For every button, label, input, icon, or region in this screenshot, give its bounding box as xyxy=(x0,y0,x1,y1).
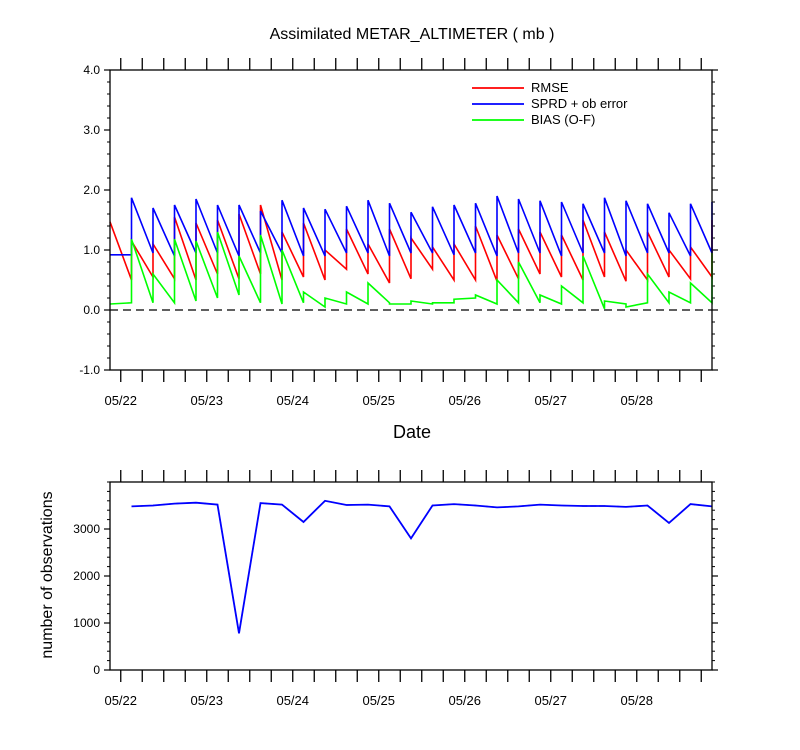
top-ytick-label: 4.0 xyxy=(83,63,100,77)
spread-series-line xyxy=(110,195,713,257)
bias-series-line xyxy=(109,231,713,310)
bottom-x-tick-labels: 05/22 05/23 05/24 05/25 05/26 05/27 05/28 xyxy=(104,693,653,708)
bottom-xtick-label: 05/27 xyxy=(534,693,567,708)
legend-spread-label: SPRD + ob error xyxy=(531,96,628,111)
top-xtick-label: 05/23 xyxy=(190,393,223,408)
bottom-xtick-label: 05/24 xyxy=(276,693,309,708)
bottom-xtick-label: 05/28 xyxy=(620,693,653,708)
top-xtick-label: 05/25 xyxy=(362,393,395,408)
bottom-ytick-label: 1000 xyxy=(73,616,100,630)
bottom-ytick-label: 3000 xyxy=(73,522,100,536)
bottom-xtick-label: 05/26 xyxy=(448,693,481,708)
bottom-plot-frame xyxy=(109,481,713,671)
legend-bias-label: BIAS (O-F) xyxy=(531,112,595,127)
bottom-plot-area xyxy=(131,499,713,634)
top-xtick-label: 05/27 xyxy=(534,393,567,408)
top-ytick-label: 2.0 xyxy=(83,183,100,197)
x-axis-label: Date xyxy=(393,422,431,442)
top-ytick-label: 3.0 xyxy=(83,123,100,137)
top-y-tick-labels: -1.0 0.0 1.0 2.0 3.0 4.0 xyxy=(79,63,100,377)
top-ytick-label: -1.0 xyxy=(79,363,100,377)
bottom-xtick-label: 05/25 xyxy=(362,693,395,708)
top-xtick-label: 05/24 xyxy=(276,393,309,408)
y-axis-label: number of observations xyxy=(39,491,56,658)
top-xtick-label: 05/22 xyxy=(104,393,137,408)
bottom-xtick-label: 05/23 xyxy=(190,693,223,708)
bottom-y-tick-labels: 0 1000 2000 3000 xyxy=(73,522,100,677)
top-xtick-label: 05/26 xyxy=(448,393,481,408)
top-plot-area xyxy=(109,195,713,311)
diagnostics-chart: Assimilated METAR_ALTIMETER ( mb ) -1.0 0… xyxy=(79,26,718,442)
top-x-tick-labels: 05/22 05/23 05/24 05/25 05/26 05/27 05/28 xyxy=(104,393,653,408)
bottom-xtick-label: 05/22 xyxy=(104,693,137,708)
bottom-axis-ticks xyxy=(104,470,718,682)
top-ytick-label: 0.0 xyxy=(83,303,100,317)
bottom-ytick-label: 2000 xyxy=(73,569,100,583)
top-axis-ticks xyxy=(104,58,718,382)
chart-title: Assimilated METAR_ALTIMETER ( mb ) xyxy=(270,26,555,43)
legend-rmse-label: RMSE xyxy=(531,80,569,95)
top-plot-frame xyxy=(109,69,713,371)
observations-line xyxy=(131,499,713,634)
top-ytick-label: 1.0 xyxy=(83,243,100,257)
bottom-ytick-label: 0 xyxy=(93,663,100,677)
top-xtick-label: 05/28 xyxy=(620,393,653,408)
